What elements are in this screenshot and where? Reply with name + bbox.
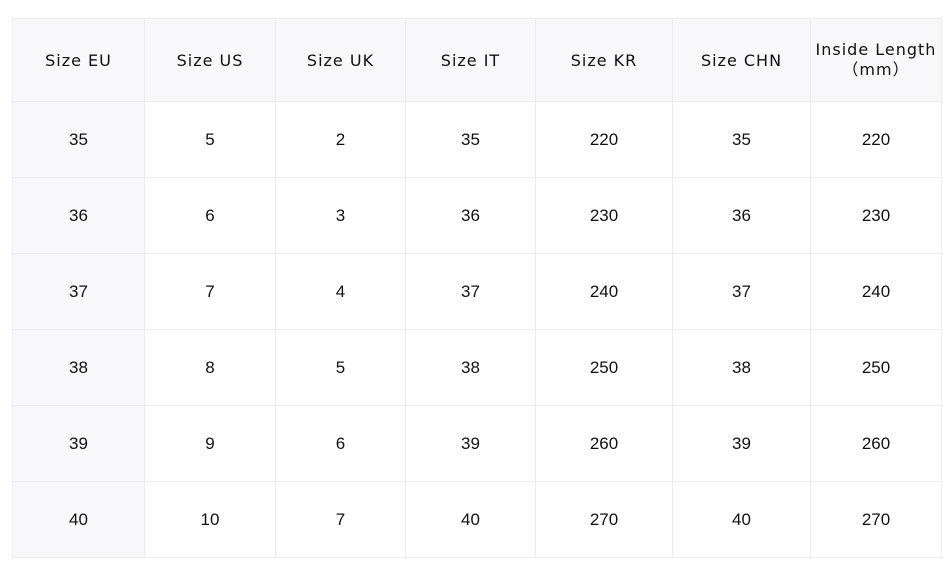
- cell-chn: 35: [672, 101, 811, 178]
- cell-uk: 3: [275, 177, 406, 254]
- cell-kr: 270: [535, 481, 673, 558]
- cell-chn: 38: [672, 329, 811, 406]
- cell-us: 9: [144, 405, 276, 482]
- cell-kr: 250: [535, 329, 673, 406]
- cell-kr: 240: [535, 253, 673, 330]
- header-size-it: Size IT: [405, 18, 536, 102]
- cell-it: 39: [405, 405, 536, 482]
- cell-chn: 36: [672, 177, 811, 254]
- cell-it: 40: [405, 481, 536, 558]
- cell-us: 7: [144, 253, 276, 330]
- cell-it: 35: [405, 101, 536, 178]
- cell-it: 38: [405, 329, 536, 406]
- cell-eu: 40: [12, 481, 145, 558]
- cell-inside-length: 240: [810, 253, 942, 330]
- header-row: Size EU Size US Size UK Size IT Size KR …: [12, 18, 942, 102]
- cell-eu: 35: [12, 101, 145, 178]
- cell-us: 10: [144, 481, 276, 558]
- cell-eu: 37: [12, 253, 145, 330]
- cell-it: 37: [405, 253, 536, 330]
- cell-kr: 230: [535, 177, 673, 254]
- header-inside-length-line1: Inside Length: [815, 40, 937, 59]
- table-row: 40 10 7 40 270 40 270: [12, 481, 942, 558]
- cell-uk: 6: [275, 405, 406, 482]
- cell-chn: 39: [672, 405, 811, 482]
- header-size-us: Size US: [144, 18, 276, 102]
- cell-inside-length: 260: [810, 405, 942, 482]
- cell-us: 5: [144, 101, 276, 178]
- cell-us: 6: [144, 177, 276, 254]
- header-inside-length-unit: （mm）: [842, 60, 910, 79]
- cell-chn: 40: [672, 481, 811, 558]
- cell-uk: 2: [275, 101, 406, 178]
- cell-it: 36: [405, 177, 536, 254]
- cell-kr: 220: [535, 101, 673, 178]
- cell-uk: 5: [275, 329, 406, 406]
- cell-inside-length: 220: [810, 101, 942, 178]
- cell-eu: 39: [12, 405, 145, 482]
- cell-eu: 36: [12, 177, 145, 254]
- size-chart-table: Size EU Size US Size UK Size IT Size KR …: [12, 18, 942, 558]
- cell-inside-length: 230: [810, 177, 942, 254]
- header-size-chn: Size CHN: [672, 18, 811, 102]
- cell-inside-length: 250: [810, 329, 942, 406]
- header-size-uk: Size UK: [275, 18, 406, 102]
- table-row: 39 9 6 39 260 39 260: [12, 405, 942, 482]
- table-row: 37 7 4 37 240 37 240: [12, 253, 942, 330]
- header-size-kr: Size KR: [535, 18, 673, 102]
- cell-uk: 7: [275, 481, 406, 558]
- header-inside-length: Inside Length （mm）: [810, 18, 942, 102]
- cell-uk: 4: [275, 253, 406, 330]
- cell-chn: 37: [672, 253, 811, 330]
- cell-eu: 38: [12, 329, 145, 406]
- cell-inside-length: 270: [810, 481, 942, 558]
- cell-us: 8: [144, 329, 276, 406]
- table-row: 35 5 2 35 220 35 220: [12, 101, 942, 178]
- cell-kr: 260: [535, 405, 673, 482]
- header-size-eu: Size EU: [12, 18, 145, 102]
- table-row: 38 8 5 38 250 38 250: [12, 329, 942, 406]
- table-row: 36 6 3 36 230 36 230: [12, 177, 942, 254]
